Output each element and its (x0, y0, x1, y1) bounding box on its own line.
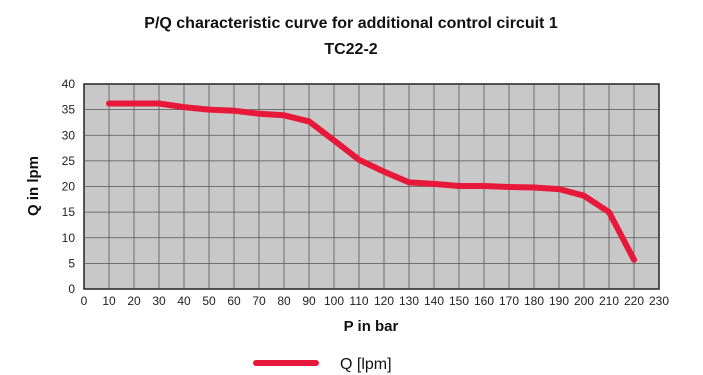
data-point (308, 120, 310, 122)
legend-label: Q [lpm] (340, 356, 392, 373)
x-tick-label: 70 (252, 294, 266, 308)
x-tick-label: 20 (127, 294, 141, 308)
x-tick-label: 130 (399, 294, 419, 308)
data-point (583, 195, 585, 197)
x-tick-label: 50 (202, 294, 216, 308)
x-tick-label: 90 (302, 294, 316, 308)
x-tick-label: 210 (599, 294, 619, 308)
y-tick-label: 40 (62, 77, 76, 91)
series-line-q (106, 100, 637, 263)
data-point (383, 171, 385, 173)
data-point (183, 106, 185, 108)
data-point (608, 211, 610, 213)
x-tick-label: 30 (152, 294, 166, 308)
y-tick-label: 25 (62, 154, 76, 168)
data-point (258, 113, 260, 115)
data-point (283, 114, 285, 116)
x-tick-label: 10 (102, 294, 116, 308)
data-point (208, 109, 210, 111)
x-tick-label: 140 (424, 294, 444, 308)
x-tick-label: 60 (227, 294, 241, 308)
data-point (483, 185, 485, 187)
x-tick-label: 170 (499, 294, 519, 308)
data-point (408, 181, 410, 183)
data-point (158, 102, 160, 104)
x-tick-label: 120 (374, 294, 394, 308)
y-tick-label: 0 (68, 282, 75, 296)
chart-subtitle: TC22-2 (324, 41, 377, 58)
x-tick-label: 110 (349, 294, 368, 308)
x-tick-label: 220 (624, 294, 644, 308)
data-point (633, 259, 635, 261)
data-point (358, 159, 360, 161)
y-tick-label: 15 (62, 205, 76, 219)
y-tick-label: 35 (62, 103, 76, 117)
y-tick-label: 10 (62, 231, 76, 245)
y-tick-label: 30 (62, 128, 76, 142)
y-tick-label: 20 (62, 180, 76, 194)
data-point (433, 183, 435, 185)
data-point (108, 102, 110, 104)
data-point (558, 188, 560, 190)
y-axis-label: Q in lpm (25, 156, 42, 216)
x-tick-label: 190 (549, 294, 569, 308)
x-tick-label: 100 (324, 294, 344, 308)
x-tick-label: 200 (574, 294, 594, 308)
x-tick-label: 40 (177, 294, 191, 308)
x-axis-label: P in bar (344, 318, 399, 335)
x-tick-label: 80 (277, 294, 291, 308)
series-layer (106, 100, 637, 263)
data-point (133, 102, 135, 104)
data-point (533, 187, 535, 189)
x-tick-label: 180 (524, 294, 544, 308)
y-tick-label: 5 (68, 256, 75, 270)
chart-title: P/Q characteristic curve for additional … (144, 15, 558, 32)
data-point (458, 185, 460, 187)
data-point (508, 186, 510, 188)
data-point (233, 110, 235, 112)
legend: Q [lpm] (253, 356, 392, 373)
x-tick-label: 150 (449, 294, 469, 308)
data-point (333, 139, 335, 141)
x-tick-label: 0 (81, 294, 88, 308)
x-tick-label: 160 (474, 294, 494, 308)
axis-ticks: 0 10 20 30 40 50 60 70 80 90 100 110 120 130 140 150 160… (62, 77, 670, 308)
x-tick-label: 230 (649, 294, 669, 308)
